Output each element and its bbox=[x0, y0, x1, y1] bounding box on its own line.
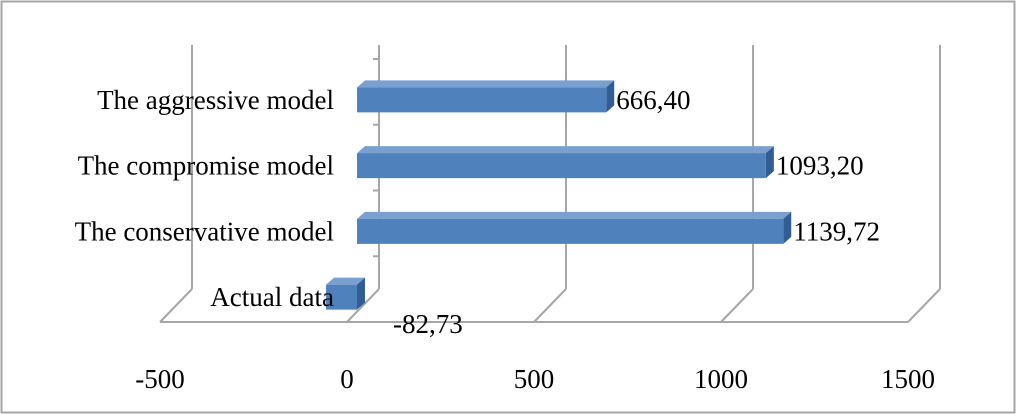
floor-gridline-4 bbox=[907, 288, 941, 323]
x-tick-label-0: -500 bbox=[135, 364, 185, 394]
bar-1 bbox=[357, 218, 784, 244]
bars bbox=[326, 80, 792, 310]
bar-side-3 bbox=[606, 80, 615, 113]
bar-3 bbox=[357, 87, 607, 113]
category-label-0: Actual data bbox=[210, 282, 334, 312]
x-tick-label-1: 0 bbox=[340, 364, 354, 394]
bar-0 bbox=[326, 284, 357, 310]
category-label-2: The compromise model bbox=[78, 151, 334, 181]
bar-top-3 bbox=[357, 80, 615, 88]
x-tick-label-4: 1500 bbox=[881, 364, 935, 394]
data-label-1: 1139,72 bbox=[793, 216, 880, 246]
category-label-1: The conservative model bbox=[75, 216, 334, 246]
data-label-0: -82,73 bbox=[393, 309, 463, 339]
bar-side-0 bbox=[357, 277, 365, 310]
x-tick-label-3: 1000 bbox=[694, 364, 748, 394]
floor-gridline-3 bbox=[720, 288, 754, 323]
x-tick-label-2: 500 bbox=[514, 364, 555, 394]
category-label-3: The aggressive model bbox=[97, 85, 334, 115]
labels: Actual data -82,73 The conservative model 1… bbox=[75, 85, 935, 394]
bar-top-0 bbox=[326, 277, 365, 285]
data-label-2: 1093,20 bbox=[776, 151, 864, 181]
bar-2 bbox=[357, 153, 766, 179]
data-label-3: 666,40 bbox=[616, 85, 690, 115]
bar-side-2 bbox=[765, 146, 774, 179]
floor-gridline-0 bbox=[159, 288, 193, 323]
bar-side-1 bbox=[783, 211, 792, 244]
floor-gridline-2 bbox=[533, 288, 567, 323]
bar-top-2 bbox=[357, 146, 774, 154]
floor-gridline-1 bbox=[346, 288, 380, 323]
bar-top-1 bbox=[357, 211, 792, 219]
